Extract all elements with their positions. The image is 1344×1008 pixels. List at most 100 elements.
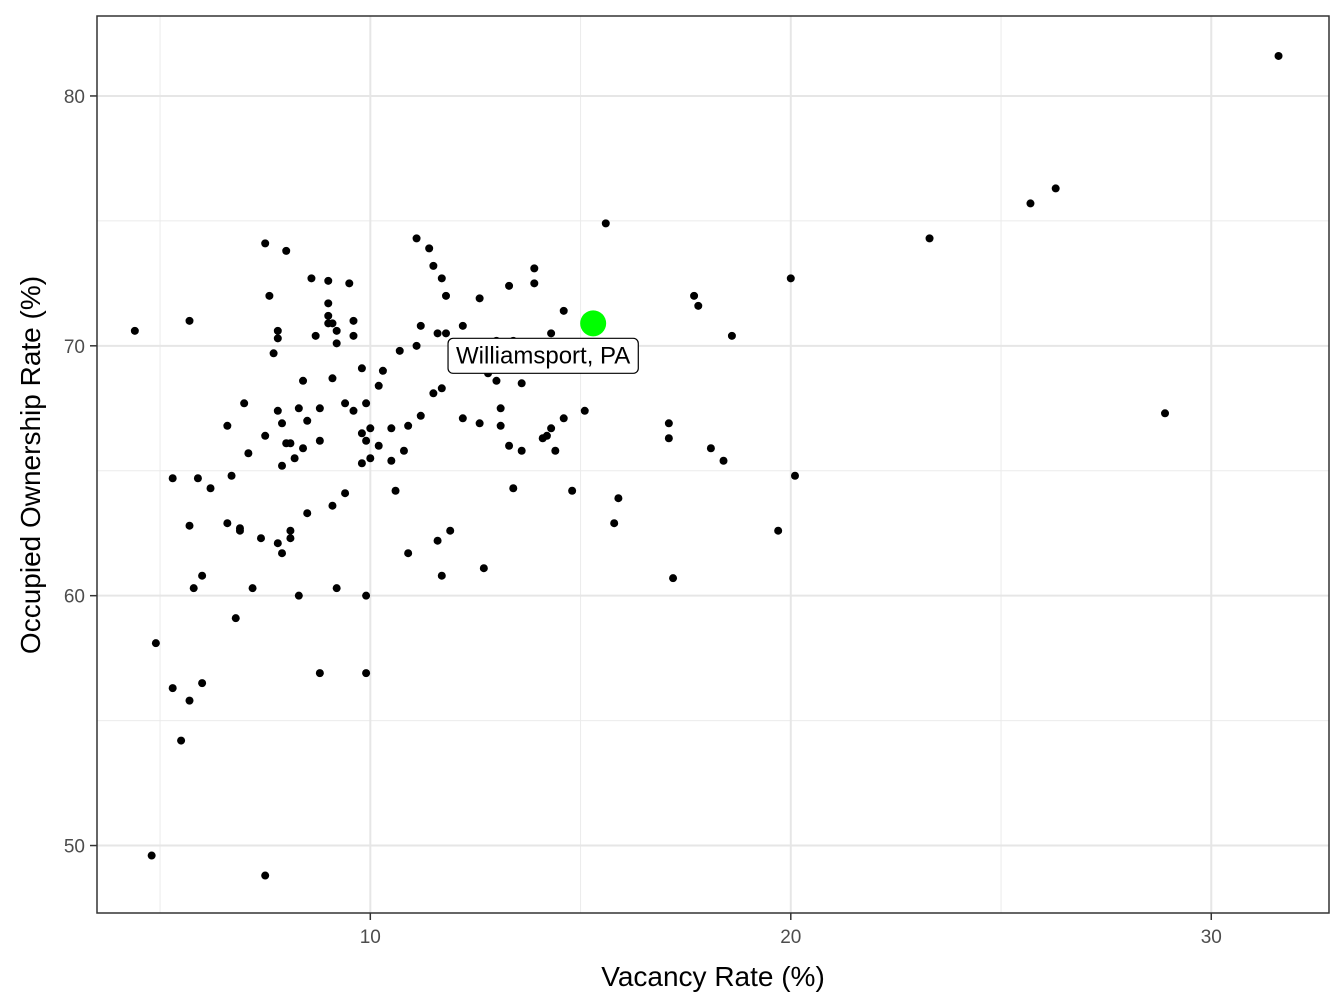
data-point <box>265 291 274 300</box>
data-point <box>387 424 396 433</box>
data-point <box>282 246 291 255</box>
data-point <box>664 434 673 443</box>
data-point <box>496 421 505 430</box>
data-point <box>235 524 244 533</box>
data-point <box>374 381 383 390</box>
data-point <box>315 404 324 413</box>
data-point <box>198 571 207 580</box>
data-point <box>580 406 589 415</box>
data-point <box>458 321 467 330</box>
data-point <box>437 384 446 393</box>
data-point <box>273 539 282 548</box>
data-point <box>177 736 186 745</box>
data-point <box>290 454 299 463</box>
data-point <box>1026 199 1035 208</box>
data-point <box>151 639 160 648</box>
data-point <box>727 331 736 340</box>
data-point <box>328 319 337 328</box>
data-point <box>189 584 198 593</box>
data-point <box>429 389 438 398</box>
data-point <box>601 219 610 228</box>
data-point <box>307 274 316 283</box>
data-point <box>387 456 396 465</box>
data-point <box>256 534 265 543</box>
axes: 10 20 30 50 60 70 80 <box>64 87 1222 948</box>
data-points <box>130 51 1283 880</box>
data-point <box>273 406 282 415</box>
y-tick-label: 60 <box>64 587 85 608</box>
data-point <box>492 376 501 385</box>
data-point <box>362 669 371 678</box>
data-point <box>332 326 341 335</box>
data-point <box>286 526 295 535</box>
data-point <box>362 591 371 600</box>
data-point <box>706 444 715 453</box>
data-point <box>147 851 156 860</box>
data-point <box>273 326 282 335</box>
data-point <box>437 571 446 580</box>
data-point <box>416 411 425 420</box>
data-point <box>568 486 577 495</box>
data-point <box>278 549 287 558</box>
data-point <box>475 419 484 428</box>
data-point <box>299 376 308 385</box>
data-point <box>559 306 568 315</box>
x-axis-title: Vacancy Rate (%) <box>601 961 825 992</box>
data-point <box>168 474 177 483</box>
data-point <box>366 424 375 433</box>
data-point <box>530 279 539 288</box>
data-point <box>774 526 783 535</box>
data-point <box>1161 409 1170 418</box>
panel-border <box>96 15 1330 914</box>
data-point <box>278 419 287 428</box>
data-point <box>412 341 421 350</box>
data-point <box>505 441 514 450</box>
data-point <box>328 501 337 510</box>
data-point <box>790 471 799 480</box>
x-tick-label: 20 <box>780 927 801 948</box>
data-point <box>441 329 450 338</box>
data-point <box>332 584 341 593</box>
data-point <box>294 404 303 413</box>
y-axis-title: Occupied Ownership Rate (%) <box>15 276 46 654</box>
data-point <box>366 454 375 463</box>
data-point <box>391 486 400 495</box>
data-point <box>479 564 488 573</box>
data-point <box>286 534 295 543</box>
data-point <box>458 414 467 423</box>
y-tick-label: 50 <box>64 837 85 858</box>
data-point <box>505 281 514 290</box>
data-point <box>404 549 413 558</box>
data-point <box>332 339 341 348</box>
panel-background <box>97 16 1329 913</box>
highlight-layer: Williamsport, PA <box>447 310 639 374</box>
data-point <box>349 406 358 415</box>
data-point <box>349 331 358 340</box>
data-point <box>185 521 194 530</box>
data-point <box>206 484 215 493</box>
data-point <box>437 274 446 283</box>
data-point <box>357 364 366 373</box>
data-point <box>395 346 404 355</box>
x-tick-label: 30 <box>1201 927 1222 948</box>
data-point <box>261 431 270 440</box>
data-point <box>231 614 240 623</box>
data-point <box>441 291 450 300</box>
highlight-point <box>580 310 607 337</box>
data-point <box>185 316 194 325</box>
data-point <box>509 484 518 493</box>
data-point <box>517 446 526 455</box>
data-point <box>517 379 526 388</box>
data-point <box>299 444 308 453</box>
callout-label: Williamsport, PA <box>456 342 630 369</box>
y-tick-label: 70 <box>64 337 85 358</box>
data-point <box>286 439 295 448</box>
x-tick-label: 10 <box>360 927 381 948</box>
data-point <box>303 416 312 425</box>
data-point <box>433 329 442 338</box>
y-tick-label: 80 <box>64 87 85 108</box>
data-point <box>324 299 333 308</box>
data-point <box>248 584 257 593</box>
data-point <box>559 414 568 423</box>
data-point <box>412 234 421 243</box>
